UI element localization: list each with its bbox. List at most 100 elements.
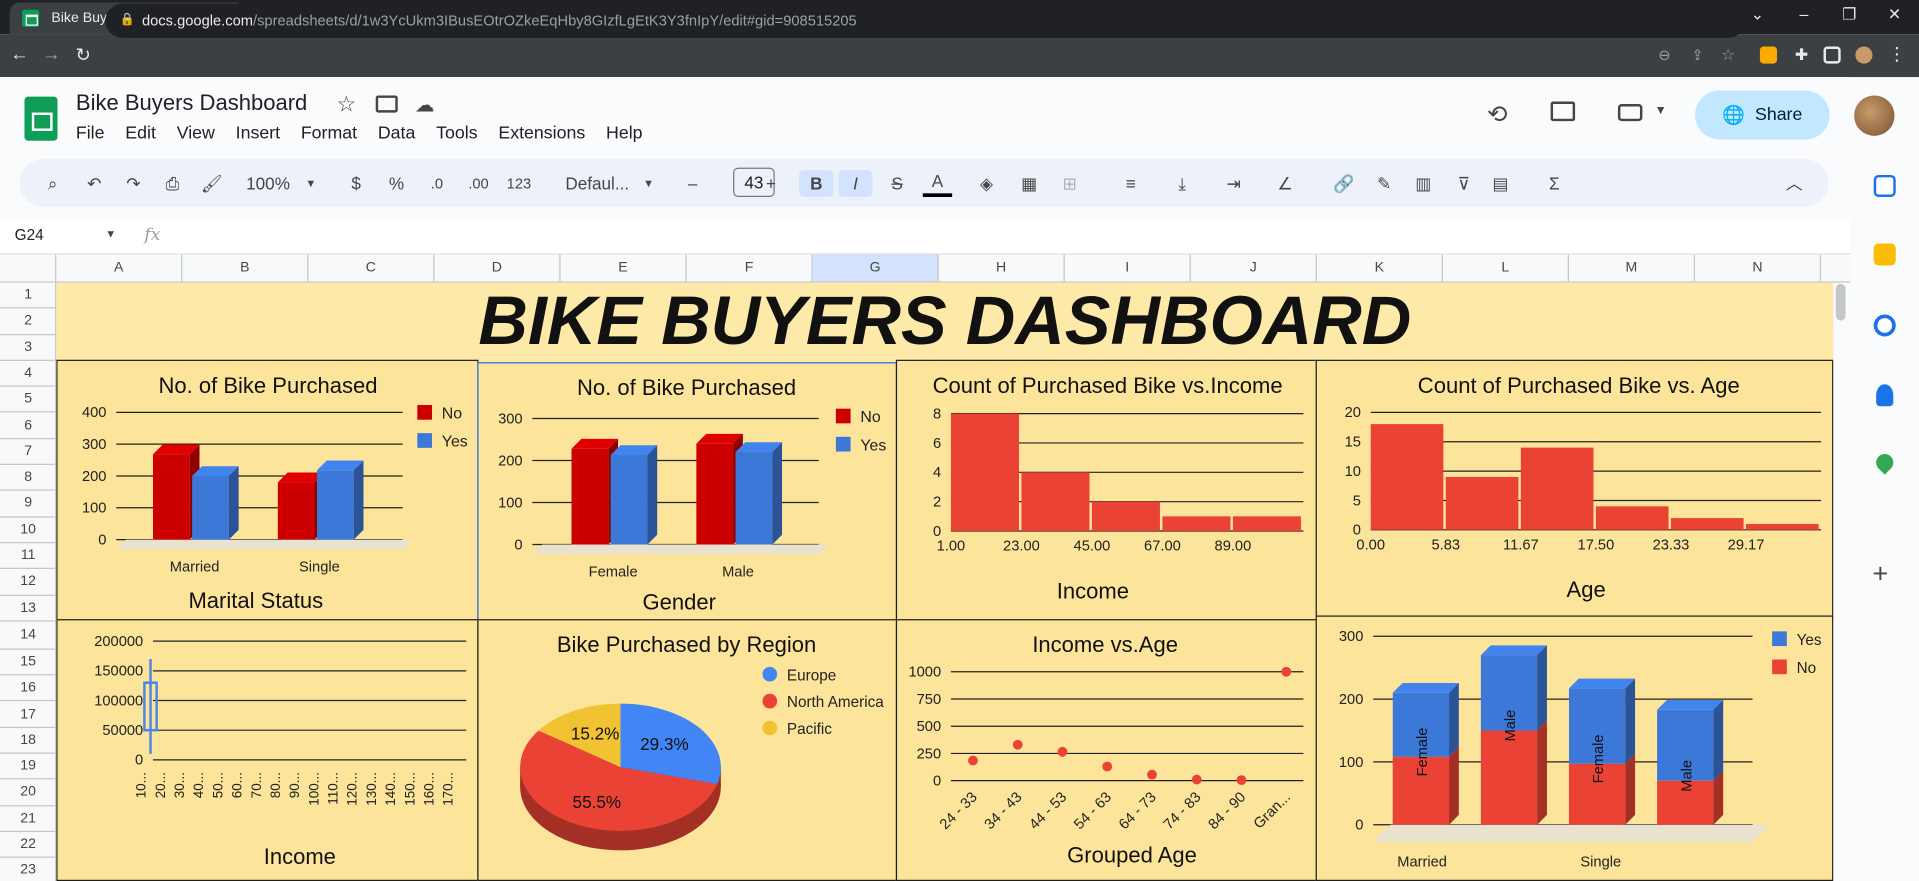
row-header-23[interactable]: 23 [0, 858, 56, 881]
reload-icon[interactable]: ↻ [75, 45, 91, 67]
row-header-5[interactable]: 5 [0, 387, 57, 413]
text-wrapping-icon[interactable]: ⇥ [1226, 173, 1241, 194]
insert-link-icon[interactable]: 🔗 [1333, 173, 1355, 194]
row-header-16[interactable]: 16 [0, 676, 57, 702]
zoom-icon[interactable]: ⊖ [1658, 46, 1671, 64]
column-header-L[interactable]: L [1443, 254, 1569, 282]
chart-stacked-marital-gender[interactable]: 0 100 200 300 Female Male Female Male Married Sin… [1315, 615, 1834, 881]
borders-icon[interactable]: ▦ [1021, 173, 1038, 194]
side-panel-icon[interactable] [1823, 46, 1841, 64]
row-header-3[interactable]: 3 [0, 335, 57, 361]
chart-income-histogram[interactable]: Count of Purchased Bike vs.Income 0 2 4 6 8 1.… [895, 359, 1317, 621]
font-size-input[interactable]: 43 [733, 167, 775, 198]
row-header-6[interactable]: 6 [0, 413, 57, 440]
share-button[interactable]: 🌐 Share [1695, 90, 1830, 140]
row-header-14[interactable]: 14 [0, 621, 57, 650]
keep-icon[interactable] [1873, 243, 1896, 266]
chrome-menu-icon[interactable]: ⋮ [1887, 44, 1907, 65]
horizontal-align-icon[interactable]: ≡ [1125, 173, 1136, 194]
maps-icon[interactable] [1872, 450, 1897, 475]
chart-income-vs-age[interactable]: Income vs.Age 0 250 500 750 1000 24 - 33 34 - 4… [895, 619, 1317, 881]
meet-icon[interactable] [1617, 104, 1643, 122]
formula-input[interactable] [171, 223, 1835, 250]
italic-button[interactable]: I [838, 170, 873, 198]
column-header-H[interactable]: H [939, 254, 1065, 282]
redo-icon[interactable]: ↷ [126, 173, 141, 194]
menu-format[interactable]: Format [300, 123, 358, 144]
font-family-select[interactable]: Defaul... [565, 173, 630, 194]
search-menus-icon[interactable]: ⌕ [47, 173, 58, 194]
menu-view[interactable]: View [176, 123, 215, 144]
column-header-N[interactable]: N [1695, 254, 1822, 282]
row-header-1[interactable]: 1 [0, 283, 57, 309]
filter-icon[interactable]: ⊽ [1457, 173, 1470, 194]
minimize-icon[interactable]: – [1799, 4, 1809, 24]
bold-button[interactable]: B [799, 170, 834, 198]
column-header-K[interactable]: K [1317, 254, 1443, 282]
insert-chart-icon[interactable]: ▥ [1415, 173, 1432, 194]
name-box[interactable]: G24 [14, 226, 44, 244]
document-title[interactable]: Bike Buyers Dashboard [75, 90, 308, 116]
font-dropdown-icon[interactable]: ▼ [643, 177, 655, 190]
text-rotation-icon[interactable]: ∠ [1277, 173, 1293, 194]
row-header-11[interactable]: 11 [0, 543, 57, 570]
row-header-17[interactable]: 17 [0, 702, 57, 728]
row-header-19[interactable]: 19 [0, 754, 57, 780]
vertical-align-icon[interactable]: ⤓ [1178, 173, 1187, 194]
share-page-icon[interactable]: ⇪ [1691, 46, 1704, 64]
tasks-icon[interactable] [1873, 314, 1896, 337]
forward-icon[interactable]: → [42, 44, 61, 65]
row-header-18[interactable]: 18 [0, 728, 57, 754]
more-formats-button[interactable]: 123 [506, 174, 532, 193]
window-close-icon[interactable]: ✕ [1887, 4, 1902, 24]
row-header-12[interactable]: 12 [0, 569, 57, 596]
column-header-B[interactable]: B [182, 254, 309, 282]
column-header-I[interactable]: I [1065, 254, 1191, 282]
row-header-2[interactable]: 2 [0, 309, 57, 335]
strikethrough-button[interactable]: S [891, 173, 903, 194]
percent-format-button[interactable]: % [388, 173, 405, 194]
version-history-icon[interactable]: ⟲ [1486, 101, 1508, 129]
calendar-icon[interactable] [1873, 174, 1896, 198]
menu-edit[interactable]: Edit [125, 123, 156, 144]
increase-font-size-icon[interactable]: + [766, 173, 777, 194]
insert-comment-icon[interactable]: ✎ [1376, 173, 1392, 194]
row-header-4[interactable]: 4 [0, 361, 57, 387]
row-header-7[interactable]: 7 [0, 439, 57, 466]
chart-region-pie[interactable]: Bike Purchased by Region 29.3% 55.5% 15.2% E… [477, 619, 898, 881]
row-header-13[interactable]: 13 [0, 595, 57, 622]
column-header-D[interactable]: D [434, 254, 561, 282]
row-header-15[interactable]: 15 [0, 650, 57, 676]
currency-format-button[interactable]: $ [351, 173, 361, 194]
url-input[interactable]: 🔒 docs.google.com/spreadsheets/d/1w3YcUk… [105, 3, 1746, 38]
row-header-21[interactable]: 21 [0, 806, 57, 833]
chart-age-histogram[interactable]: Count of Purchased Bike vs. Age 0 5 10 15 20 0… [1315, 359, 1834, 621]
get-addons-icon[interactable]: + [1872, 557, 1889, 589]
zoom-dropdown-icon[interactable]: ▼ [305, 177, 317, 190]
collapse-toolbar-icon[interactable]: ︿ [1785, 173, 1803, 194]
paint-format-icon[interactable]: 🖌 [200, 173, 223, 194]
undo-icon[interactable]: ↶ [87, 173, 102, 194]
filter-views-icon[interactable]: ▤ [1492, 173, 1509, 194]
chart-marital-status[interactable]: No. of Bike Purchased 0 100 200 300 400 Marrie… [56, 359, 479, 621]
menu-help[interactable]: Help [606, 123, 643, 144]
tab-search-icon[interactable]: ⌄ [1750, 4, 1765, 24]
comments-icon[interactable] [1550, 101, 1576, 122]
chart-gender[interactable]: No. of Bike Purchased 0 100 200 300 Female Mal… [477, 362, 898, 623]
row-header-9[interactable]: 9 [0, 491, 57, 518]
contacts-icon[interactable] [1876, 384, 1894, 407]
decrease-decimal-button[interactable]: .0 [430, 174, 444, 193]
column-header-A[interactable]: A [56, 254, 183, 282]
bookmark-star-icon[interactable]: ☆ [1720, 45, 1736, 64]
row-header-10[interactable]: 10 [0, 517, 57, 544]
zoom-select[interactable]: 100% [246, 173, 290, 194]
column-header-J[interactable]: J [1191, 254, 1317, 282]
extensions-puzzle-icon[interactable]: ✚ [1794, 45, 1809, 64]
star-icon[interactable]: ☆ [336, 91, 357, 117]
column-header-M[interactable]: M [1569, 254, 1696, 282]
column-header-G[interactable]: G [812, 254, 939, 282]
extension-icon[interactable] [1759, 46, 1778, 64]
column-header-C[interactable]: C [308, 254, 435, 282]
functions-icon[interactable]: Σ [1548, 173, 1560, 194]
vertical-scrollbar[interactable] [1835, 283, 1846, 321]
